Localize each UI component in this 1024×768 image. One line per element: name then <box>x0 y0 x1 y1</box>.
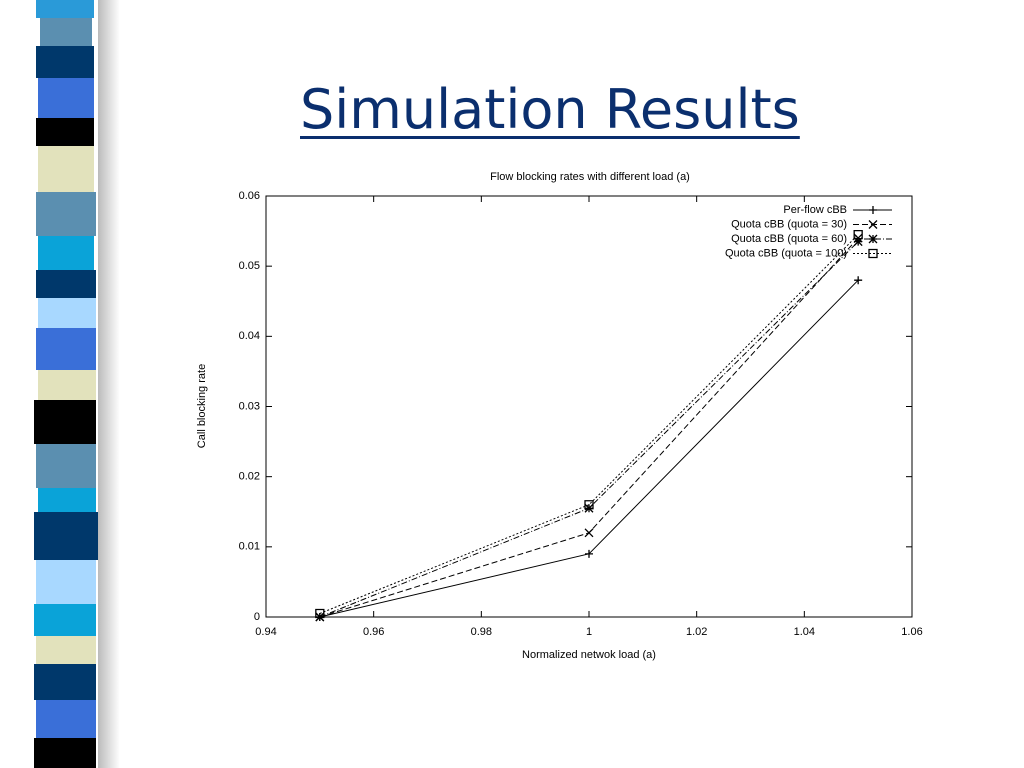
marker <box>853 237 863 247</box>
chart-title: Flow blocking rates with different load … <box>490 171 690 183</box>
legend-marker <box>868 220 878 229</box>
legend-label: Quota cBB (quota = 30) <box>731 218 847 230</box>
legend-marker <box>869 206 877 214</box>
marker <box>853 229 863 240</box>
series-line <box>319 237 859 618</box>
y-tick-label: 0 <box>254 611 260 623</box>
x-tick-label: 0.94 <box>255 626 276 638</box>
x-tick-label: 1.04 <box>794 626 815 638</box>
y-tick-label: 0.04 <box>239 330 260 342</box>
x-axis-label: Normalized netwok load (a) <box>522 649 656 661</box>
marker <box>584 500 594 510</box>
stripe-shadow <box>98 0 120 768</box>
x-tick-label: 0.96 <box>363 626 384 638</box>
legend-label: Per-flow cBB <box>783 204 847 216</box>
legend-label: Quota cBB (quota = 60) <box>731 233 847 245</box>
marker <box>584 528 594 538</box>
legend-marker <box>868 248 878 259</box>
x-tick-label: 1 <box>586 626 592 638</box>
marker <box>315 608 325 619</box>
series-line <box>319 234 859 614</box>
x-tick-label: 1.06 <box>901 626 922 638</box>
x-tick-label: 0.98 <box>471 626 492 638</box>
series-line <box>319 241 859 618</box>
x-tick-label: 1.02 <box>686 626 707 638</box>
y-tick-label: 0.05 <box>239 260 260 272</box>
legend-label: Quota cBB (quota = 100) <box>725 247 847 259</box>
y-tick-label: 0.03 <box>239 400 260 412</box>
legend-marker <box>868 234 878 244</box>
y-tick-label: 0.01 <box>239 541 260 553</box>
slide-title: Simulation Results <box>300 78 800 141</box>
marker <box>854 276 863 285</box>
y-tick-label: 0.02 <box>239 471 260 483</box>
stripe <box>34 0 98 768</box>
marker <box>585 549 593 558</box>
y-axis-label: Call blocking rate <box>196 364 208 448</box>
series-line <box>319 279 859 618</box>
y-tick-label: 0.06 <box>239 190 260 202</box>
